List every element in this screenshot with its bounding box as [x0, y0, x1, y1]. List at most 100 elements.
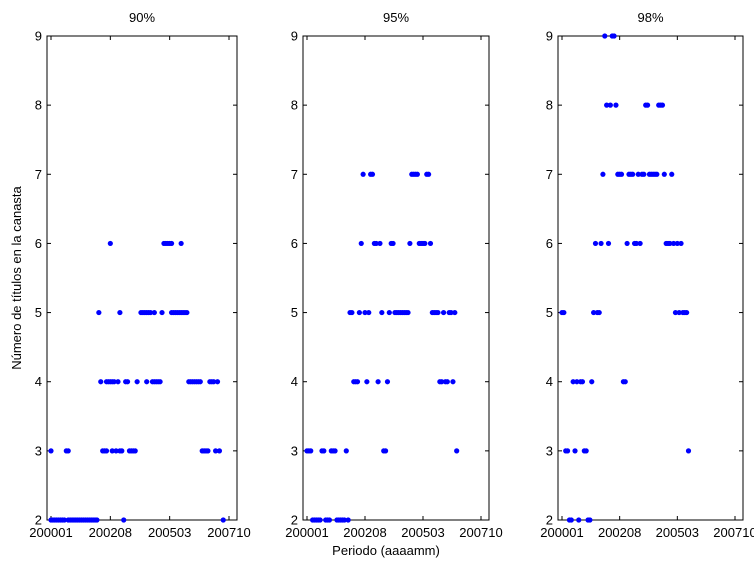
- x-tick-label: 200710: [207, 525, 250, 540]
- y-tick-label: 3: [35, 443, 42, 458]
- data-point: [111, 379, 117, 385]
- y-axis-label: Número de títulos en la canasta: [9, 185, 24, 369]
- data-point: [600, 171, 606, 177]
- axes-frame: [46, 35, 238, 521]
- data-point: [332, 448, 338, 454]
- data-point: [103, 448, 110, 454]
- data-point: [373, 240, 379, 247]
- data-point: [109, 448, 115, 454]
- y-tick-label: 9: [35, 29, 42, 44]
- data-point: [343, 448, 349, 454]
- data-point: [618, 171, 625, 177]
- data-point: [358, 240, 364, 247]
- data-point: [382, 448, 389, 454]
- data-point: [308, 448, 314, 454]
- data-point: [178, 240, 184, 247]
- data-point: [452, 309, 458, 316]
- x-tick-label: 200208: [598, 525, 641, 540]
- data-point: [326, 517, 333, 523]
- data-point: [574, 379, 580, 385]
- data-point: [630, 171, 636, 177]
- data-point: [375, 379, 381, 385]
- subplot-3: 98% 2 3 4 5 6 7 8 9 200001 200208 200503 200710: [540, 10, 754, 540]
- data-point: [134, 379, 140, 385]
- x-tick-label: 200710: [459, 525, 502, 540]
- data-point: [65, 448, 71, 454]
- y-tick-label: 6: [35, 236, 42, 251]
- y-tick-label: 8: [546, 98, 553, 113]
- y-tick-label: 8: [291, 98, 298, 113]
- data-point: [676, 309, 682, 316]
- x-tick-label: 200208: [89, 525, 132, 540]
- x-tick-label: 200710: [713, 525, 754, 540]
- data-point: [147, 309, 154, 316]
- y-tick-label: 7: [546, 167, 553, 182]
- data-point: [354, 379, 361, 385]
- data-point: [669, 171, 675, 177]
- y-tick-label: 4: [291, 374, 298, 389]
- data-point: [184, 309, 190, 316]
- data-point: [572, 448, 578, 454]
- data-point: [589, 379, 595, 385]
- data-point: [439, 379, 445, 385]
- data-point: [349, 309, 355, 316]
- x-tick-label: 200503: [401, 525, 444, 540]
- data-point: [386, 309, 392, 316]
- data-point: [197, 379, 203, 385]
- data-point: [356, 309, 362, 316]
- data-point: [672, 309, 679, 316]
- data-point: [94, 517, 100, 523]
- data-point: [341, 517, 348, 523]
- data-point: [414, 171, 420, 177]
- data-point: [216, 448, 223, 454]
- data-point: [61, 517, 67, 523]
- data-point: [117, 309, 123, 316]
- data-point: [390, 240, 396, 247]
- data-point: [671, 240, 677, 247]
- data-point: [360, 171, 366, 177]
- data-point: [377, 240, 383, 247]
- x-tick-label: 200001: [540, 525, 583, 540]
- data-point: [591, 309, 597, 316]
- y-tick-label: 7: [291, 167, 298, 182]
- data-point: [684, 309, 690, 316]
- data-point: [384, 379, 391, 385]
- y-tick-label: 3: [546, 443, 553, 458]
- data-point: [674, 240, 680, 247]
- data-point: [624, 240, 630, 247]
- data-point: [659, 102, 666, 108]
- data-point: [317, 517, 323, 523]
- y-tick-label: 2: [291, 513, 298, 528]
- data-point: [598, 240, 604, 247]
- data-point: [98, 379, 104, 385]
- data-point: [622, 379, 628, 385]
- data-point: [583, 448, 589, 454]
- data-point: [151, 309, 157, 316]
- data-point: [654, 171, 660, 177]
- data-point: [678, 240, 684, 247]
- data-point: [379, 309, 385, 316]
- y-tick-label: 9: [546, 29, 553, 44]
- data-point: [568, 517, 574, 523]
- data-point: [579, 379, 586, 385]
- data-point: [214, 379, 221, 385]
- data-point: [667, 240, 673, 247]
- axes-frame: [302, 35, 490, 521]
- data-point: [211, 379, 217, 385]
- y-tick-label: 6: [291, 236, 298, 251]
- data-point: [321, 448, 327, 454]
- data-point: [48, 448, 54, 454]
- subplot-title: 95%: [383, 10, 409, 25]
- data-point: [124, 379, 131, 385]
- data-point: [422, 240, 428, 247]
- data-point: [107, 240, 113, 247]
- data-point: [362, 309, 368, 316]
- data-point: [607, 102, 613, 108]
- y-tick-label: 2: [35, 513, 42, 528]
- y-tick-label: 5: [546, 305, 553, 320]
- data-point: [366, 309, 372, 316]
- y-tick-label: 6: [546, 236, 553, 251]
- data-point: [637, 240, 643, 247]
- data-point: [454, 448, 460, 454]
